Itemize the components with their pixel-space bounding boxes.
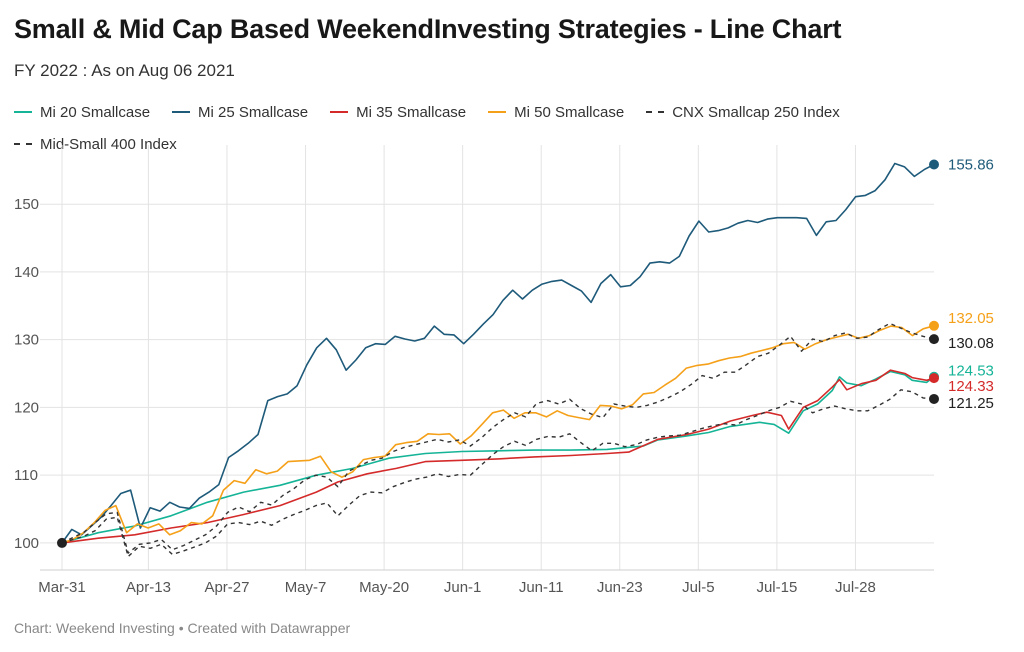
x-tick-label: Jun-1 bbox=[444, 579, 482, 596]
series-end-label: 132.05 bbox=[948, 310, 994, 327]
y-tick-label: 120 bbox=[14, 399, 39, 416]
chart-credit: Chart: Weekend Investing • Created with … bbox=[14, 620, 351, 636]
x-tick-label: Mar-31 bbox=[38, 579, 86, 596]
series-line-3 bbox=[61, 325, 935, 544]
series-end-label: 121.25 bbox=[948, 395, 994, 412]
x-tick-label: Jul-28 bbox=[835, 579, 876, 596]
series-end-point bbox=[929, 334, 939, 345]
legend-item: Mi 50 Smallcase bbox=[488, 101, 624, 123]
legend-label: Mi 25 Smallcase bbox=[198, 103, 309, 121]
legend-swatch bbox=[14, 143, 32, 145]
series-line-5 bbox=[61, 389, 935, 558]
legend-label: Mi 20 Smallcase bbox=[40, 103, 151, 121]
x-tick-label: Apr-27 bbox=[204, 579, 249, 596]
series-line-0 bbox=[61, 370, 935, 544]
y-tick-label: 110 bbox=[14, 467, 38, 484]
legend-label: Mi 35 Smallcase bbox=[356, 103, 467, 121]
series-line-1 bbox=[61, 162, 935, 544]
legend-item: CNX Smallcap 250 Index bbox=[646, 101, 840, 123]
legend-item: Mi 35 Smallcase bbox=[330, 101, 466, 123]
legend-swatch bbox=[330, 111, 349, 113]
series-end-point bbox=[929, 373, 939, 384]
y-tick-label: 150 bbox=[14, 196, 39, 213]
series-end-point bbox=[929, 393, 939, 404]
series-line-2 bbox=[61, 369, 935, 544]
series-start-point bbox=[57, 537, 67, 548]
x-tick-label: May-20 bbox=[359, 579, 409, 596]
x-tick-label: Jul-15 bbox=[756, 579, 797, 596]
series-end-point bbox=[929, 320, 939, 331]
chart-title: Small & Mid Cap Based WeekendInvesting S… bbox=[14, 14, 842, 44]
legend-label: CNX Smallcap 250 Index bbox=[672, 103, 840, 121]
y-tick-label: 130 bbox=[14, 332, 39, 349]
legend-swatch bbox=[488, 111, 507, 113]
legend-swatch bbox=[14, 111, 32, 113]
legend-item: Mid-Small 400 Index bbox=[14, 133, 177, 155]
series-end-label: 124.33 bbox=[948, 378, 994, 395]
legend-label: Mi 50 Smallcase bbox=[514, 103, 625, 121]
legend-swatch bbox=[646, 111, 665, 113]
x-tick-label: Jul-5 bbox=[682, 579, 715, 596]
x-tick-label: Jun-23 bbox=[597, 579, 643, 596]
series-end-label: 130.08 bbox=[948, 335, 994, 352]
series-end-label: 155.86 bbox=[948, 156, 994, 173]
y-tick-label: 140 bbox=[14, 264, 39, 281]
chart-legend: Mi 20 Smallcase Mi 25 Smallcase Mi 35 Smal… bbox=[14, 100, 914, 164]
legend-item: Mi 20 Smallcase bbox=[14, 101, 150, 123]
legend-swatch bbox=[172, 111, 191, 113]
y-tick-label: 100 bbox=[14, 535, 39, 552]
series-line-4 bbox=[61, 322, 935, 554]
x-tick-label: May-7 bbox=[285, 579, 327, 596]
chart-subtitle: FY 2022 : As on Aug 06 2021 bbox=[14, 61, 235, 80]
x-tick-label: Jun-11 bbox=[519, 579, 564, 596]
legend-item: Mi 25 Smallcase bbox=[172, 101, 308, 123]
series-end-label: 124.53 bbox=[948, 363, 994, 380]
x-tick-label: Apr-13 bbox=[126, 579, 171, 596]
legend-label: Mid-Small 400 Index bbox=[40, 135, 177, 153]
series-end-point bbox=[929, 159, 939, 170]
